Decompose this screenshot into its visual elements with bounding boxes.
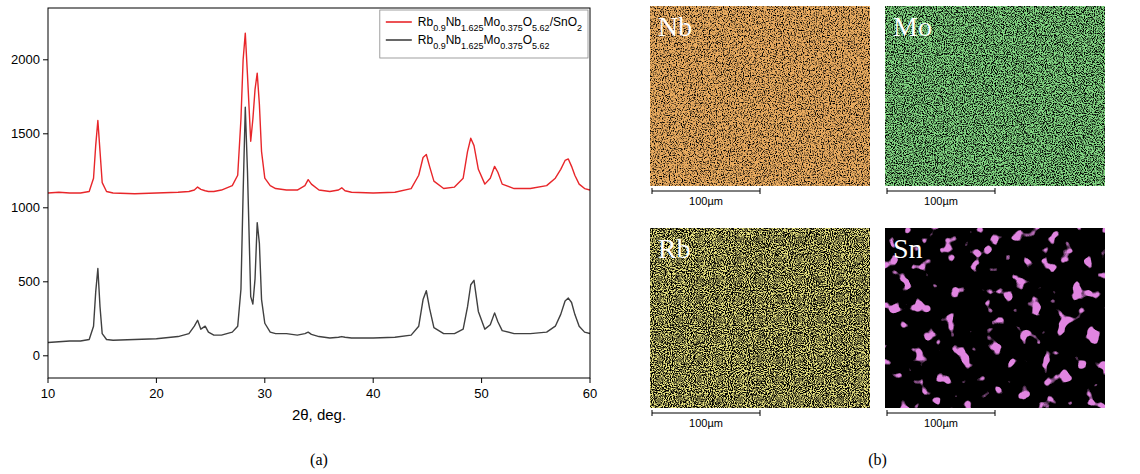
- scale-bar-label: 100µm: [689, 417, 723, 429]
- x-tick: [48, 378, 49, 383]
- legend-swatch: [386, 39, 412, 41]
- element-map: Mo 100µm: [885, 6, 1105, 207]
- scale-bar-end: [760, 188, 761, 194]
- scale-bar-end: [760, 410, 761, 416]
- y-tick-label: 2000: [11, 52, 40, 67]
- y-tick-label: 0: [33, 348, 40, 363]
- legend-swatch: [386, 21, 412, 23]
- x-tick-label: 30: [258, 386, 272, 401]
- element-map: Nb 100µm: [650, 6, 870, 207]
- y-tick: [43, 59, 48, 60]
- x-tick: [156, 378, 157, 383]
- x-tick-label: 10: [41, 386, 55, 401]
- x-axis-title: 2θ, deg.: [292, 406, 346, 423]
- x-tick-label: 60: [583, 386, 597, 401]
- series-line: [48, 107, 590, 342]
- element-map: Sn 100µm: [885, 228, 1105, 429]
- scale-bar: [887, 413, 995, 414]
- scale-bar-end: [652, 410, 653, 416]
- legend-box: [380, 10, 588, 58]
- x-tick-label: 50: [474, 386, 488, 401]
- panel-label: (b): [868, 451, 887, 469]
- series-group: [48, 33, 590, 342]
- x-tick-label: 20: [149, 386, 163, 401]
- scale-bar: [652, 413, 760, 414]
- element-map: Rb 100µm: [650, 228, 870, 429]
- scale-bar: [652, 191, 760, 192]
- scale-bar-label: 100µm: [924, 417, 958, 429]
- y-tick: [43, 133, 48, 134]
- panel-label: (a): [310, 451, 328, 469]
- element-label: Sn: [893, 233, 923, 264]
- element-label: Rb: [658, 233, 691, 264]
- element-label: Mo: [893, 11, 932, 42]
- map-background: [885, 6, 1105, 186]
- map-background: [885, 228, 1105, 408]
- map-background: [650, 228, 870, 408]
- y-tick-label: 500: [18, 274, 40, 289]
- y-tick-label: 1500: [11, 126, 40, 141]
- legend: Rb0.9Nb1.625Mo0.375O5.62/SnO2Rb0.9Nb1.62…: [380, 10, 588, 58]
- element-label: Nb: [658, 11, 692, 42]
- x-tick: [481, 378, 482, 383]
- y-tick: [43, 355, 48, 356]
- map-background: [650, 6, 870, 186]
- scale-bar-end: [652, 188, 653, 194]
- scale-bar: [887, 191, 995, 192]
- x-tick: [264, 378, 265, 383]
- map-texture: [885, 228, 1105, 408]
- map-texture: [885, 6, 1105, 186]
- x-tick: [590, 378, 591, 383]
- legend-label: Rb0.9Nb1.625Mo0.375O5.62: [418, 33, 550, 51]
- x-tick-label: 40: [366, 386, 380, 401]
- scale-bar-end: [995, 410, 996, 416]
- scale-bar-end: [887, 410, 888, 416]
- scale-bar-label: 100µm: [689, 195, 723, 207]
- scale-bar-end: [887, 188, 888, 194]
- map-texture: [650, 228, 870, 408]
- legend-label: Rb0.9Nb1.625Mo0.375O5.62/SnO2: [418, 15, 582, 33]
- plot-frame: [48, 8, 590, 378]
- x-tick: [373, 378, 374, 383]
- y-tick: [43, 281, 48, 282]
- map-texture: [650, 6, 870, 186]
- figure: 10 20 30 40 50 60 0 500 1000 1500 2000 2θ, deg. (a) R…: [0, 0, 1140, 474]
- scale-bar-label: 100µm: [924, 195, 958, 207]
- y-tick: [43, 207, 48, 208]
- scale-bar-end: [995, 188, 996, 194]
- y-tick-label: 1000: [11, 200, 40, 215]
